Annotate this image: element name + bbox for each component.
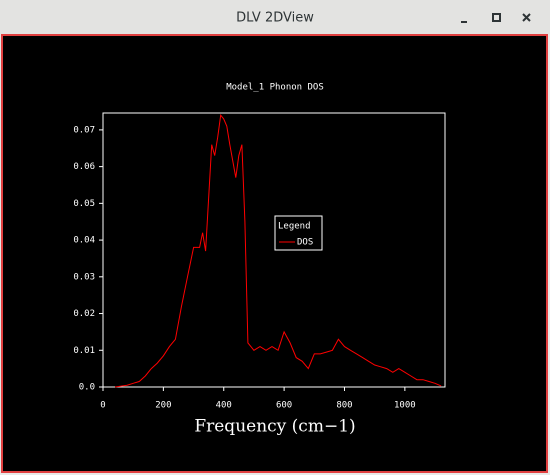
series-line — [115, 113, 442, 388]
close-button[interactable] — [522, 13, 531, 22]
x-tick-label: 800 — [336, 401, 352, 411]
chart-title: Model_1 Phonon DOS — [226, 83, 324, 93]
plot-canvas — [1, 34, 548, 473]
x-tick-label: 0 — [100, 401, 105, 411]
y-tick-label: 0.03 — [73, 272, 95, 282]
x-tick-label: 600 — [276, 401, 292, 411]
window-title: DLV 2DView — [236, 11, 314, 26]
y-tick-label: 0.0 — [79, 383, 95, 393]
y-tick-label: 0.06 — [73, 162, 95, 172]
y-tick-label: 0.01 — [73, 346, 95, 356]
y-tick-label: 0.07 — [73, 125, 95, 135]
x-tick-label: 400 — [216, 401, 232, 411]
y-tick-label: 0.04 — [73, 236, 95, 246]
legend-box — [274, 215, 323, 251]
x-axis-label: Frequency (cm−1) — [194, 417, 355, 437]
x-tick-label: 1000 — [394, 401, 416, 411]
y-tick-label: 0.05 — [73, 199, 95, 209]
plot-frame — [102, 112, 446, 388]
maximize-button[interactable] — [492, 13, 501, 22]
x-tick-label: 200 — [155, 401, 171, 411]
title-bar — [0, 0, 550, 34]
y-tick-label: 0.02 — [73, 309, 95, 319]
legend-title: Legend — [278, 222, 311, 232]
legend-label: DOS — [297, 238, 313, 248]
